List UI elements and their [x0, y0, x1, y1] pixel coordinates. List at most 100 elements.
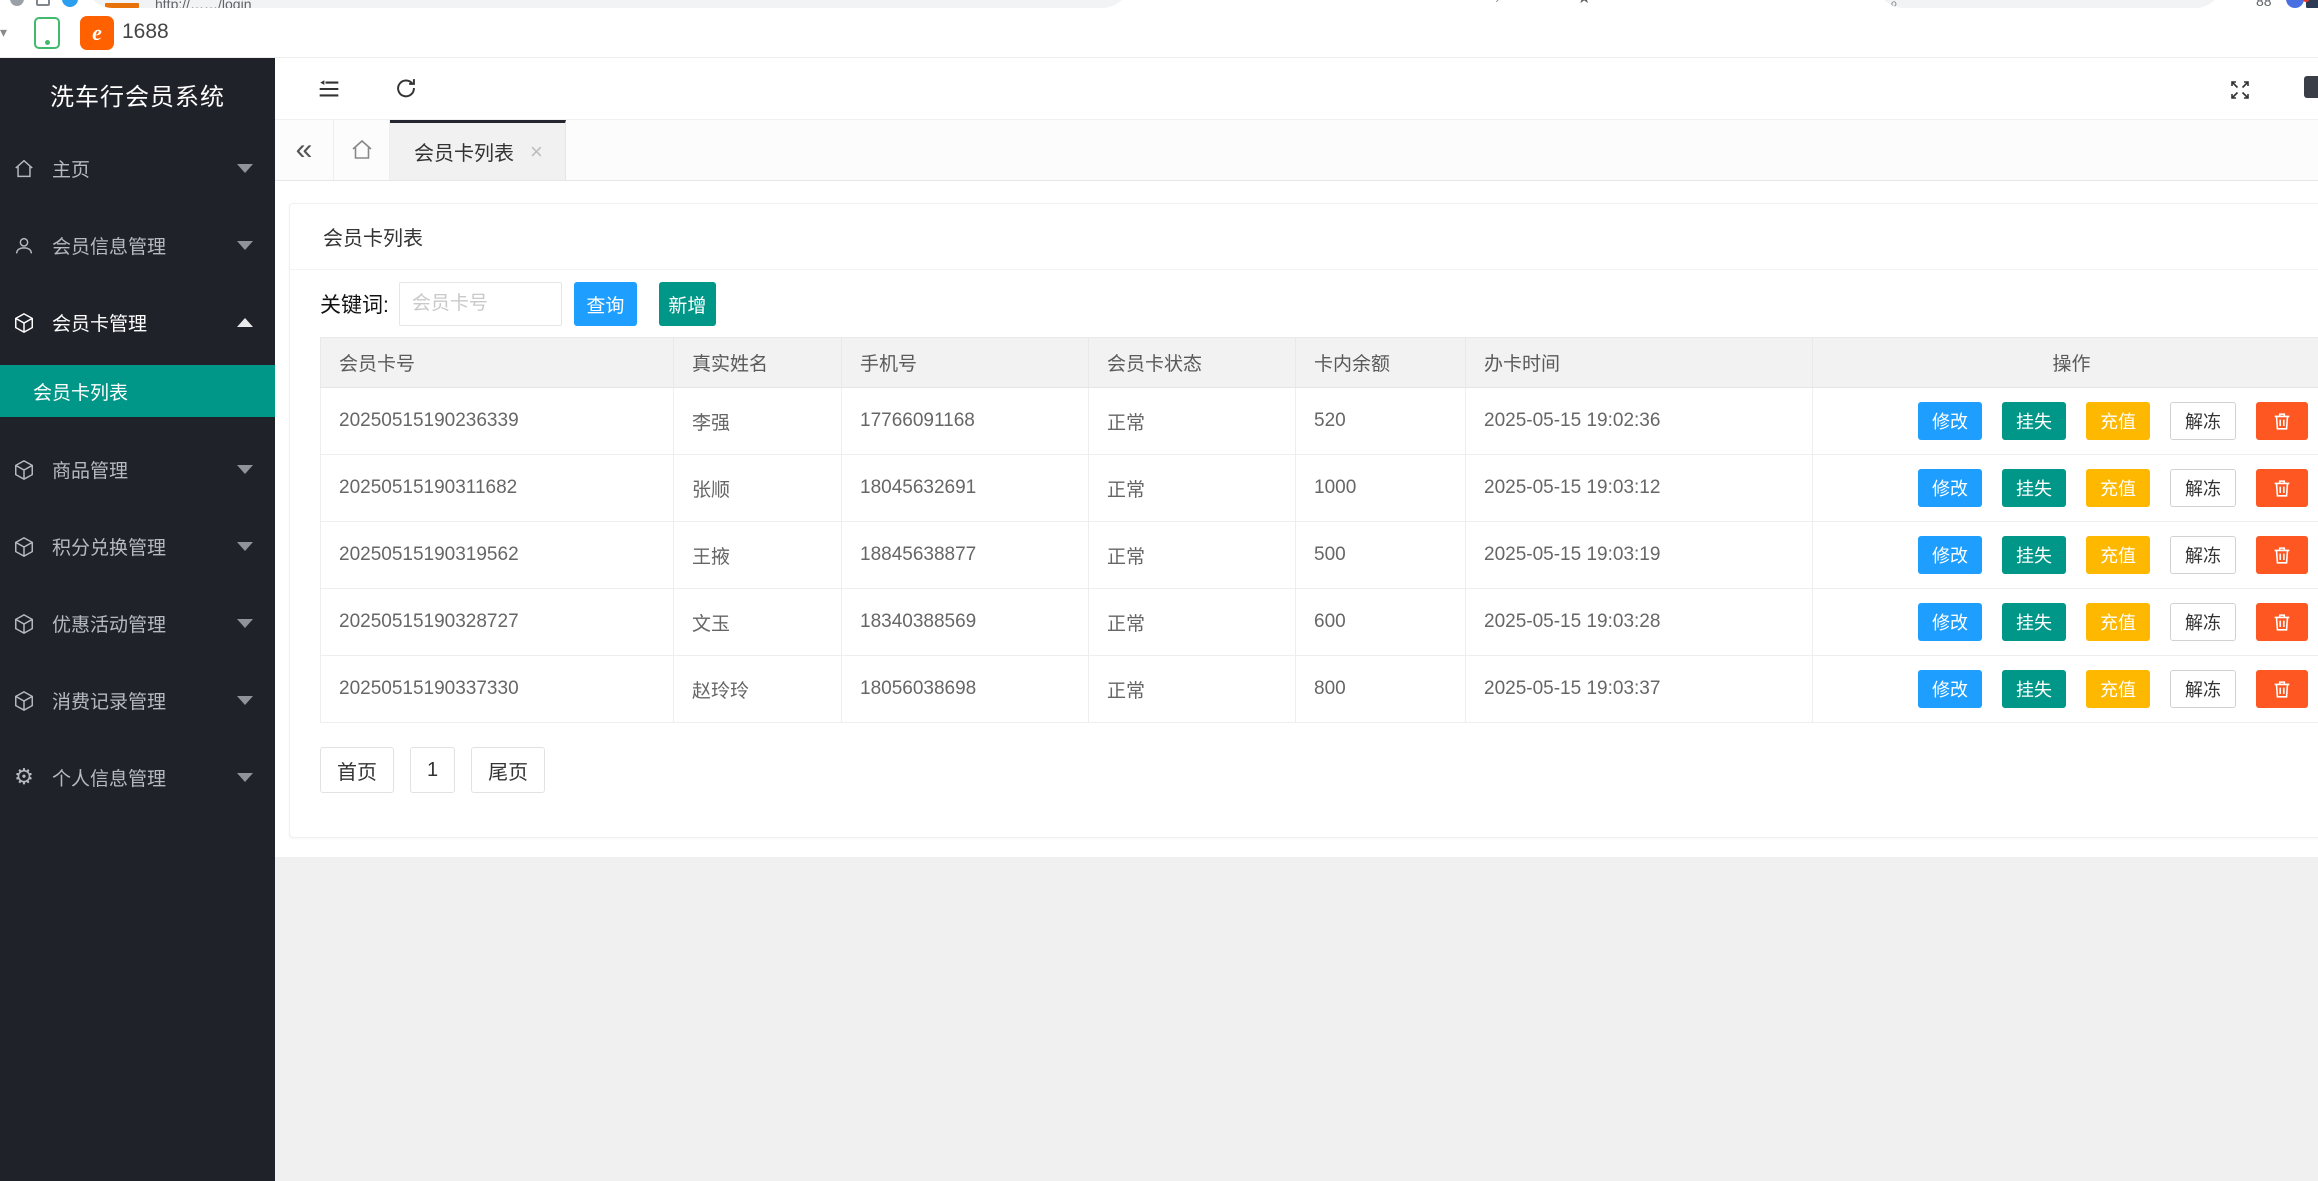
- tabs-scroll-left-icon[interactable]: «: [295, 133, 313, 166]
- tab-home[interactable]: [333, 120, 390, 180]
- address-bar[interactable]: http://……/login: [85, 0, 1130, 8]
- delete-button[interactable]: [2256, 670, 2308, 708]
- chevron-down-icon[interactable]: ▾: [0, 24, 8, 40]
- home-icon: [351, 139, 372, 159]
- address-url-text: http://……/login: [155, 0, 252, 8]
- unfreeze-button[interactable]: 解冻: [2170, 402, 2236, 440]
- chevron-down-icon: [237, 542, 253, 551]
- add-button[interactable]: 新增: [658, 282, 716, 326]
- edit-button[interactable]: 修改: [1918, 536, 1982, 574]
- sidebar-item-profile[interactable]: ⚙ 个人信息管理: [0, 739, 275, 816]
- col-balance: 卡内余额: [1295, 337, 1466, 388]
- member-card-table: 会员卡号 真实姓名 手机号 会员卡状态 卡内余额 办卡时间 操作: [320, 337, 2318, 723]
- browser-extension-icon[interactable]: [62, 0, 78, 7]
- table-row: 20250515190236339 李强 17766091168 正常 520 …: [320, 387, 2318, 455]
- sidebar-item-promotions[interactable]: 优惠活动管理: [0, 585, 275, 662]
- cube-icon: [12, 535, 36, 559]
- report-loss-button[interactable]: 挂失: [2002, 603, 2066, 641]
- page-content: 会员卡列表 关键词: 查询 新增: [275, 181, 2318, 857]
- delete-button[interactable]: [2256, 536, 2308, 574]
- sidebar-menu: 主页 会员信息管理 会员卡管理 会员卡列表: [0, 130, 275, 816]
- delete-button[interactable]: [2256, 603, 2308, 641]
- trash-icon: [2274, 614, 2290, 631]
- edit-button[interactable]: 修改: [1918, 670, 1982, 708]
- not-secure-warning-icon: [105, 3, 139, 8]
- sidebar-item-home[interactable]: 主页: [0, 130, 275, 207]
- cell-phone: 18056038698: [841, 655, 1089, 723]
- page-title: 会员卡列表: [290, 204, 2318, 270]
- bookmark-1688-label[interactable]: 1688: [122, 20, 169, 43]
- search-input[interactable]: [398, 282, 562, 326]
- recharge-button[interactable]: 充值: [2086, 469, 2150, 507]
- notification-dot-icon: [2302, 0, 2310, 2]
- cell-name: 张顺: [673, 454, 842, 522]
- chevron-up-icon: [237, 318, 253, 327]
- page-1-button[interactable]: 1: [410, 747, 456, 793]
- browser-reload-icon[interactable]: [10, 0, 24, 6]
- recharge-button[interactable]: 充值: [2086, 402, 2150, 440]
- report-loss-button[interactable]: 挂失: [2002, 536, 2066, 574]
- status-badge: 正常: [1088, 655, 1296, 723]
- cube-icon: [12, 612, 36, 636]
- quick-search-icon: ⌕: [1890, 0, 1898, 8]
- recharge-button[interactable]: 充值: [2086, 670, 2150, 708]
- edit-button[interactable]: 修改: [1918, 603, 1982, 641]
- translate-icon[interactable]: =: [1537, 0, 1546, 7]
- home-icon: [12, 157, 36, 181]
- sidebar-item-member-info[interactable]: 会员信息管理: [0, 207, 275, 284]
- user-menu-icon[interactable]: [2304, 76, 2318, 98]
- sidebar-item-points[interactable]: 积分兑换管理: [0, 508, 275, 585]
- cube-icon: [12, 458, 36, 482]
- browser-chrome: http://……/login ⌕ = ★ ⌕ 88: [0, 0, 2318, 8]
- sidebar-item-consumption[interactable]: 消费记录管理: [0, 662, 275, 739]
- report-loss-button[interactable]: 挂失: [2002, 402, 2066, 440]
- status-badge: 正常: [1088, 521, 1296, 589]
- first-page-button[interactable]: 首页: [320, 747, 394, 793]
- unfreeze-button[interactable]: 解冻: [2170, 603, 2236, 641]
- chevron-down-icon: [237, 773, 253, 782]
- browser-avatar-icon[interactable]: [2286, 0, 2304, 8]
- cell-time: 2025-05-15 19:03:12: [1465, 454, 1813, 522]
- sidebar-item-card-list[interactable]: 会员卡列表: [0, 365, 275, 417]
- report-loss-button[interactable]: 挂失: [2002, 670, 2066, 708]
- status-badge: 正常: [1088, 588, 1296, 656]
- search-icon[interactable]: ⌕: [1496, 0, 1505, 7]
- cell-card-no: 20250515190319562: [320, 521, 674, 589]
- unfreeze-button[interactable]: 解冻: [2170, 469, 2236, 507]
- browser-app-icon[interactable]: [36, 0, 50, 6]
- cell-name: 李强: [673, 387, 842, 455]
- sidebar-item-goods[interactable]: 商品管理: [0, 431, 275, 508]
- browser-profile-icon[interactable]: [2306, 0, 2318, 8]
- user-icon: [12, 234, 36, 258]
- delete-button[interactable]: [2256, 402, 2308, 440]
- fullscreen-icon[interactable]: [2228, 78, 2256, 106]
- chevron-down-icon: [237, 696, 253, 705]
- tab-card-list[interactable]: 会员卡列表 ×: [390, 120, 566, 180]
- bookmark-1688-icon[interactable]: e: [80, 16, 114, 50]
- collapse-sidebar-icon[interactable]: [315, 75, 343, 103]
- recharge-button[interactable]: 充值: [2086, 603, 2150, 641]
- close-icon[interactable]: ×: [530, 138, 543, 164]
- cell-card-no: 20250515190311682: [320, 454, 674, 522]
- table-header-row: 会员卡号 真实姓名 手机号 会员卡状态 卡内余额 办卡时间 操作: [320, 337, 2318, 388]
- recharge-button[interactable]: 充值: [2086, 536, 2150, 574]
- unfreeze-button[interactable]: 解冻: [2170, 670, 2236, 708]
- tab-count-badge[interactable]: 88: [2256, 0, 2272, 8]
- chevron-down-icon: [237, 164, 253, 173]
- report-loss-button[interactable]: 挂失: [2002, 469, 2066, 507]
- delete-button[interactable]: [2256, 469, 2308, 507]
- sidebar-item-member-card[interactable]: 会员卡管理: [0, 284, 275, 361]
- last-page-button[interactable]: 尾页: [471, 747, 546, 793]
- edit-button[interactable]: 修改: [1918, 402, 1982, 440]
- search-button[interactable]: 查询: [573, 282, 637, 326]
- chevron-down-icon: [237, 465, 253, 474]
- bookmark-star-icon[interactable]: ★: [1577, 0, 1591, 8]
- unfreeze-button[interactable]: 解冻: [2170, 536, 2236, 574]
- search-form: 关键词: 查询 新增: [320, 282, 2318, 326]
- pagination: 首页 1 尾页: [320, 747, 2318, 793]
- quick-search-bar[interactable]: ⌕: [1876, 0, 2223, 8]
- tablet-bookmark-icon[interactable]: [34, 17, 60, 49]
- refresh-icon[interactable]: [393, 75, 421, 103]
- edit-button[interactable]: 修改: [1918, 469, 1982, 507]
- cell-balance: 500: [1295, 521, 1466, 589]
